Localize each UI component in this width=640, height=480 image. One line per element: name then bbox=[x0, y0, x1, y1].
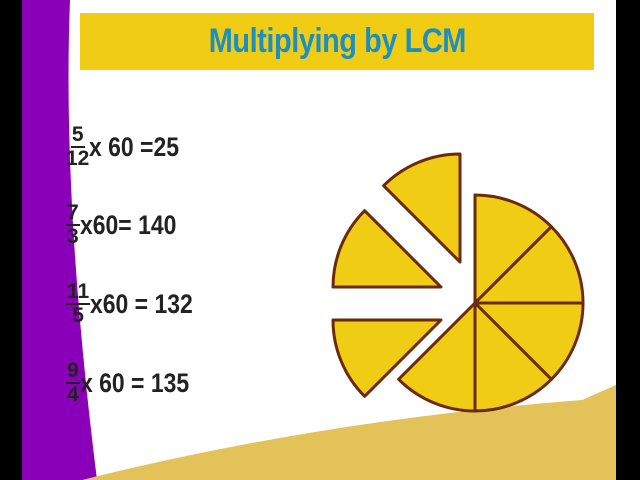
numerator: 5 bbox=[70, 123, 85, 148]
denominator: 3 bbox=[67, 225, 79, 248]
equation-text: x60= 140 bbox=[79, 209, 177, 240]
equation-text: x60 = 132 bbox=[90, 288, 193, 319]
denominator: 12 bbox=[66, 147, 90, 170]
denominator: 4 bbox=[67, 383, 79, 406]
detached-pie-slice bbox=[331, 318, 443, 398]
slide-decoration bbox=[22, 0, 616, 480]
equation-3: 11 5 x60 = 132 bbox=[66, 281, 211, 327]
denominator: 5 bbox=[72, 304, 84, 327]
pie-slice bbox=[473, 301, 553, 413]
numerator: 9 bbox=[66, 359, 80, 384]
numerator: 11 bbox=[66, 280, 91, 305]
equation-text: x 60 =25 bbox=[89, 131, 180, 162]
slide-title: Multiplying by LCM bbox=[208, 22, 466, 60]
pie-illustration bbox=[331, 152, 585, 413]
numerator: 7 bbox=[66, 201, 80, 226]
pie-slice bbox=[473, 301, 585, 381]
detached-pie-slice bbox=[331, 209, 443, 289]
gold-swoosh bbox=[82, 385, 616, 480]
gold-corner bbox=[588, 385, 616, 430]
detached-pie-slice bbox=[382, 152, 462, 264]
purple-strip bbox=[22, 0, 97, 480]
fraction: 11 5 bbox=[66, 280, 91, 327]
pie-slice bbox=[473, 193, 553, 305]
pie-slice bbox=[473, 225, 585, 305]
fraction: 5 12 bbox=[66, 124, 89, 170]
title-banner: Multiplying by LCM bbox=[80, 13, 594, 70]
equation-1: 5 12 x 60 =25 bbox=[66, 124, 195, 170]
equation-text: x 60 = 135 bbox=[79, 367, 189, 398]
pie-slice bbox=[397, 301, 477, 413]
